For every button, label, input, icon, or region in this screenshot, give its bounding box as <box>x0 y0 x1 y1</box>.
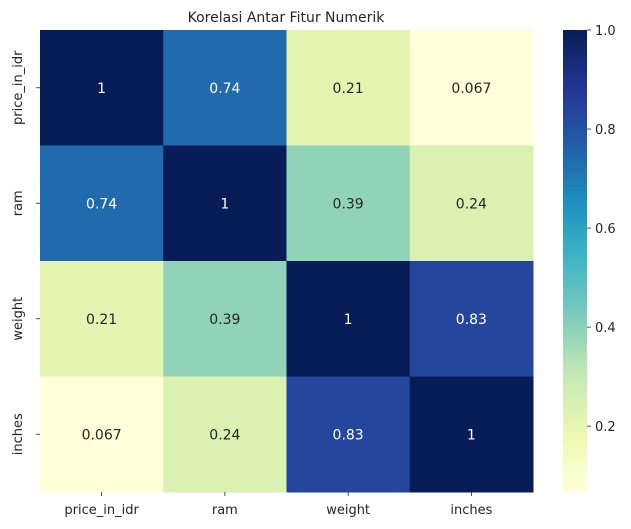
heatmap-cell <box>40 376 164 493</box>
colorbar-tick-label: 0.4 <box>595 321 616 336</box>
y-tick-label: ram <box>11 190 26 216</box>
y-tick-label: inches <box>11 413 26 455</box>
heatmap-cell <box>40 30 164 146</box>
cell-value-label: 0.39 <box>333 196 364 212</box>
colorbar <box>563 30 587 492</box>
heatmap-cell <box>286 261 411 377</box>
x-tick-label: inches <box>450 503 492 518</box>
cell-value-label: 0.83 <box>456 312 487 328</box>
cell-value-label: 0.74 <box>209 81 240 97</box>
colorbar-ticks: 0.2 0.4 0.6 0.8 1.0 <box>587 24 616 435</box>
x-axis-ticks: price_in_idr ram weight inches <box>64 492 493 518</box>
cell-value-label: 0.24 <box>456 196 487 212</box>
x-tick-label: price_in_idr <box>64 503 139 518</box>
cell-value-label: 1 <box>97 81 106 97</box>
cell-value-label: 0.24 <box>209 427 240 443</box>
cell-value-label: 1 <box>467 427 476 443</box>
cell-value-label: 1 <box>220 196 229 212</box>
heatmap-cell <box>409 145 534 262</box>
y-tick-label: price_in_idr <box>11 50 26 125</box>
cell-value-label: 0.74 <box>86 196 117 212</box>
cell-value-label: 0.21 <box>333 81 364 97</box>
heatmap-cell <box>409 261 534 377</box>
heatmap-cell <box>163 376 287 493</box>
cell-value-label: 1 <box>344 312 353 328</box>
heatmap-cell <box>40 261 164 377</box>
cell-value-label: 0.067 <box>451 81 491 97</box>
heatmap-cell <box>286 145 411 262</box>
heatmap-cell <box>163 30 287 146</box>
x-tick-label: weight <box>326 503 370 518</box>
colorbar-tick-label: 0.6 <box>595 222 616 237</box>
cell-value-label: 0.067 <box>82 427 122 443</box>
colorbar-tick-label: 1.0 <box>595 24 616 39</box>
colorbar-tick-label: 0.2 <box>595 420 616 435</box>
heatmap-cell <box>286 30 411 146</box>
chart-title: Korelasi Antar Fitur Numerik <box>188 10 386 26</box>
heatmap-cell <box>163 261 287 377</box>
colorbar-tick-label: 0.8 <box>595 123 616 138</box>
heatmap-cell <box>286 376 411 493</box>
y-tick-label: weight <box>11 297 26 341</box>
cell-value-label: 0.83 <box>333 427 364 443</box>
cell-value-label: 0.39 <box>209 312 240 328</box>
heatmap-cell <box>409 30 534 146</box>
x-tick-label: ram <box>212 503 238 518</box>
heatmap-cell <box>40 145 164 262</box>
heatmap-cell <box>163 145 287 262</box>
heatmap-cell <box>409 376 534 493</box>
cell-value-label: 0.21 <box>86 312 117 328</box>
heatmap-cells: 1 0.74 0.21 0.067 0.74 1 0.39 0.24 0.21 0.39 1 0.83… <box>40 30 534 493</box>
